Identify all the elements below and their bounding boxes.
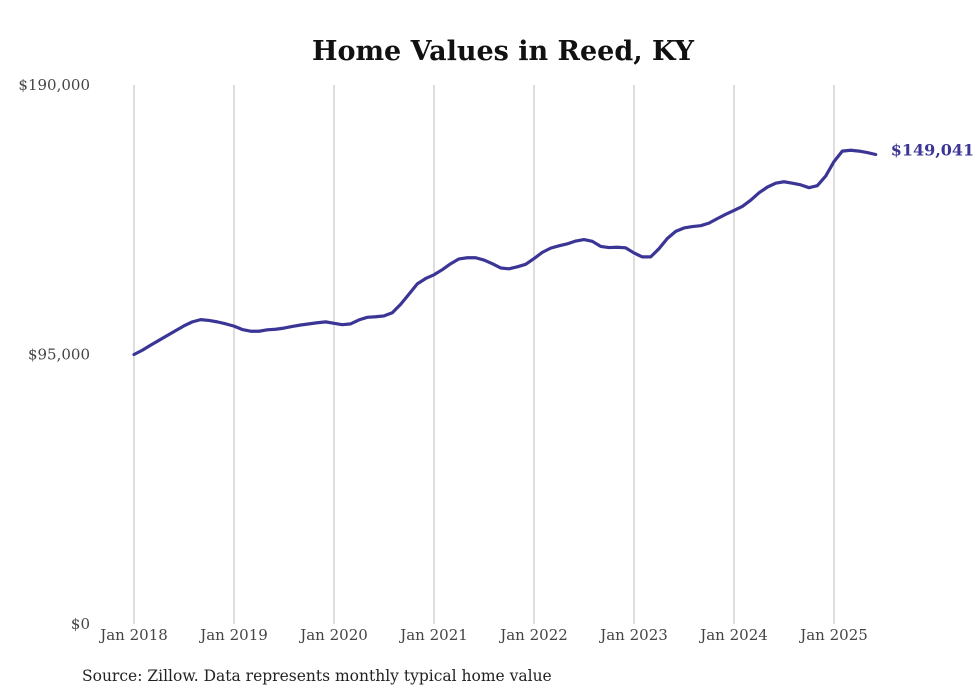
x-tick-label: Jan 2023	[598, 626, 668, 644]
series-layer: $149,041	[132, 141, 975, 357]
y-axis: $0 $95,000 $190,000	[18, 76, 90, 633]
source-note: Source: Zillow. Data represents monthly …	[82, 667, 552, 685]
y-tick-label: $0	[71, 615, 90, 633]
y-tick-label: $95,000	[28, 346, 90, 364]
x-tick-label: Jan 2019	[198, 626, 268, 644]
x-tick-label: Jan 2020	[298, 626, 368, 644]
x-tick-label: Jan 2024	[698, 626, 768, 644]
x-tick-label: Jan 2022	[498, 626, 568, 644]
x-tick-label: Jan 2021	[398, 626, 468, 644]
last-value-label: $149,041	[891, 141, 975, 160]
series-line-0	[132, 148, 878, 357]
y-tick-label: $190,000	[18, 76, 90, 94]
x-axis: Jan 2018 Jan 2019 Jan 2020 Jan 2021 Jan 2022…	[98, 626, 868, 644]
chart-title: Home Values in Reed, KY	[312, 36, 695, 67]
x-tick-label: Jan 2018	[98, 626, 168, 644]
gridlines	[133, 85, 835, 624]
x-tick-label: Jan 2025	[798, 626, 868, 644]
